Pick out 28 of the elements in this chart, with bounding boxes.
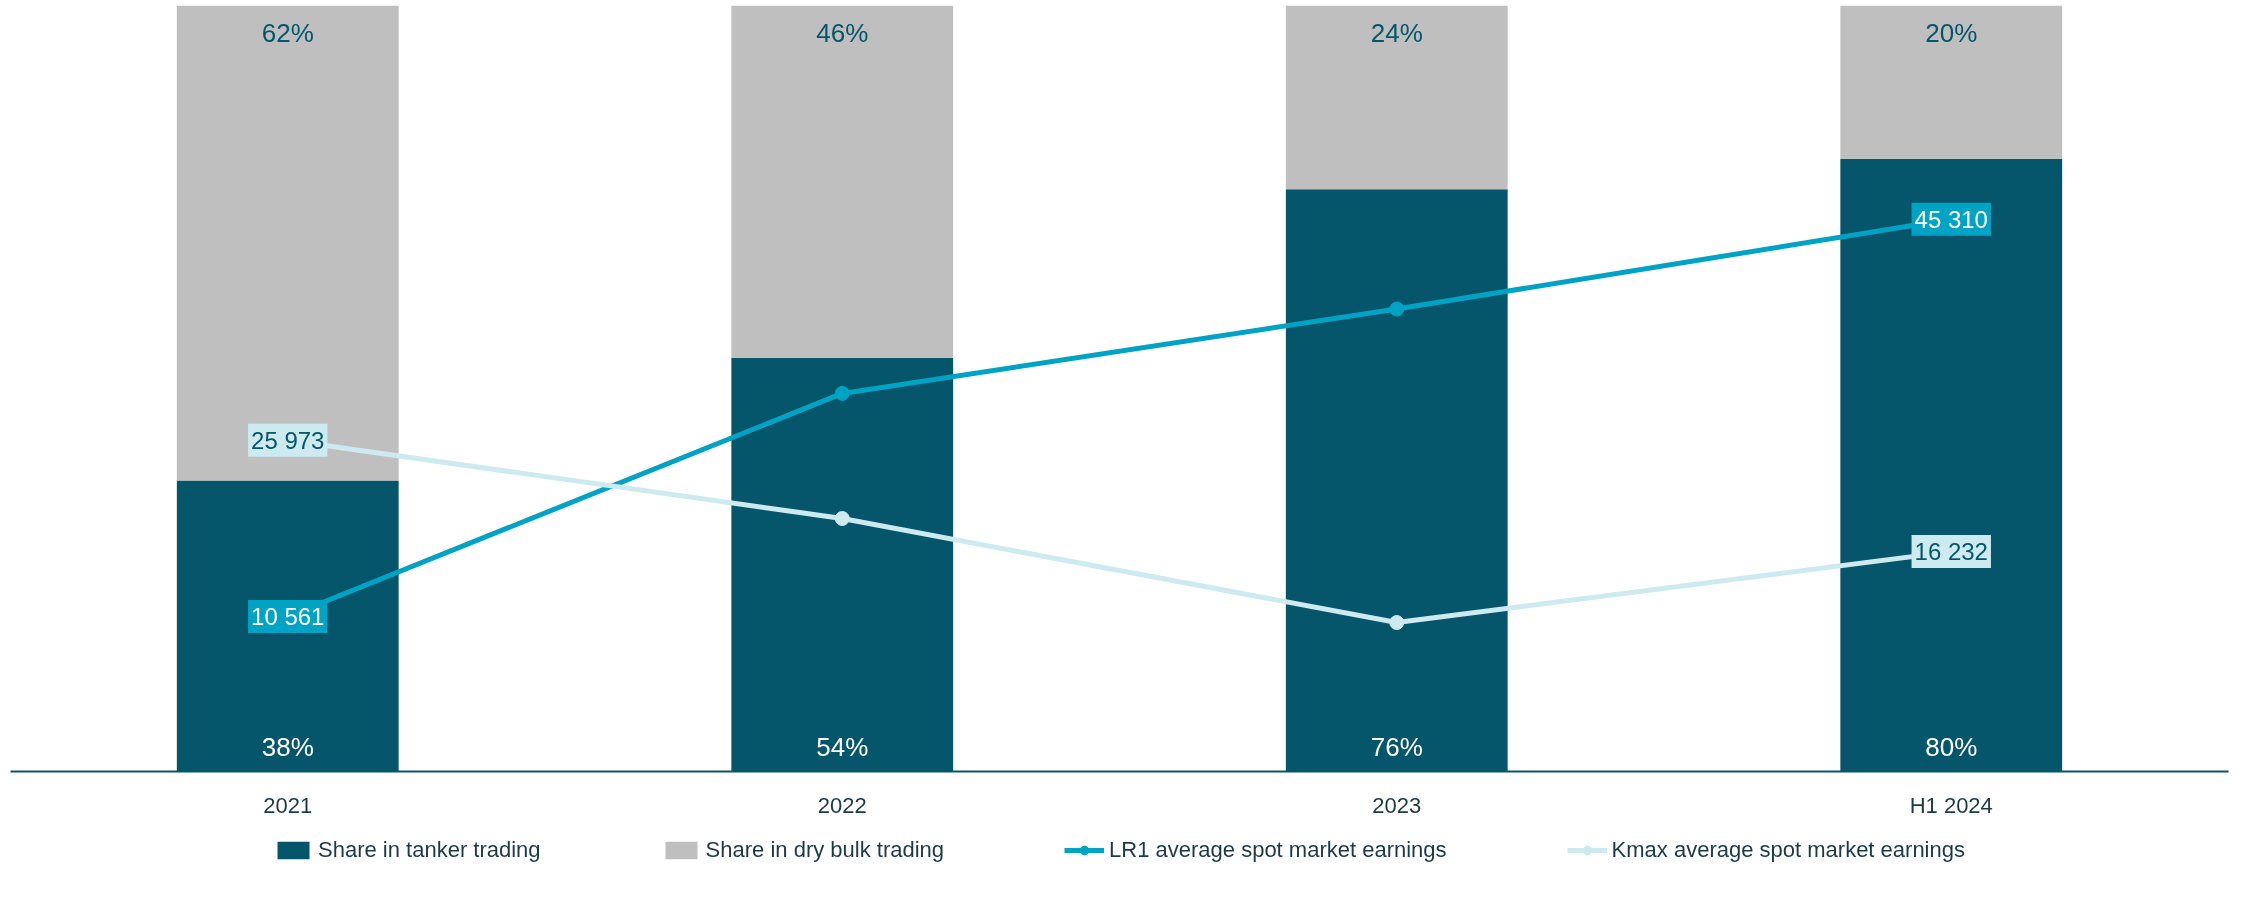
- legend-label: Share in dry bulk trading: [705, 837, 945, 863]
- bar: [731, 5, 954, 358]
- data-label: 10 561: [251, 602, 325, 630]
- point: [1389, 615, 1405, 631]
- legend-label: Kmax average spot market earnings: [1611, 837, 1965, 863]
- x-tick-label: H1 2024: [1909, 792, 1993, 818]
- data-label: 46%: [816, 17, 869, 48]
- point: [834, 385, 850, 401]
- data-label: 62%: [261, 17, 314, 48]
- data-label: 38%: [261, 731, 314, 762]
- data-label: 80%: [1925, 731, 1978, 762]
- x-tick-label: 2022: [817, 792, 867, 818]
- data-label: 45 310: [1914, 205, 1988, 233]
- point: [1389, 301, 1405, 317]
- legend-label: Share in tanker trading: [318, 837, 541, 863]
- bar: [1840, 5, 2063, 159]
- data-label: 25 973: [251, 426, 325, 454]
- data-label: 24%: [1370, 17, 1423, 48]
- point: [834, 511, 850, 526]
- data-label: 20%: [1925, 17, 1978, 48]
- legend-label: LR1 average spot market earnings: [1109, 837, 1447, 863]
- bar: [1285, 5, 1508, 190]
- x-tick-label: 2021: [263, 792, 313, 818]
- bar: [176, 5, 399, 481]
- data-label: 76%: [1370, 731, 1423, 762]
- data-label: 54%: [816, 731, 869, 762]
- data-label: 16 232: [1914, 538, 1988, 566]
- x-tick-label: 2023: [1372, 792, 1422, 818]
